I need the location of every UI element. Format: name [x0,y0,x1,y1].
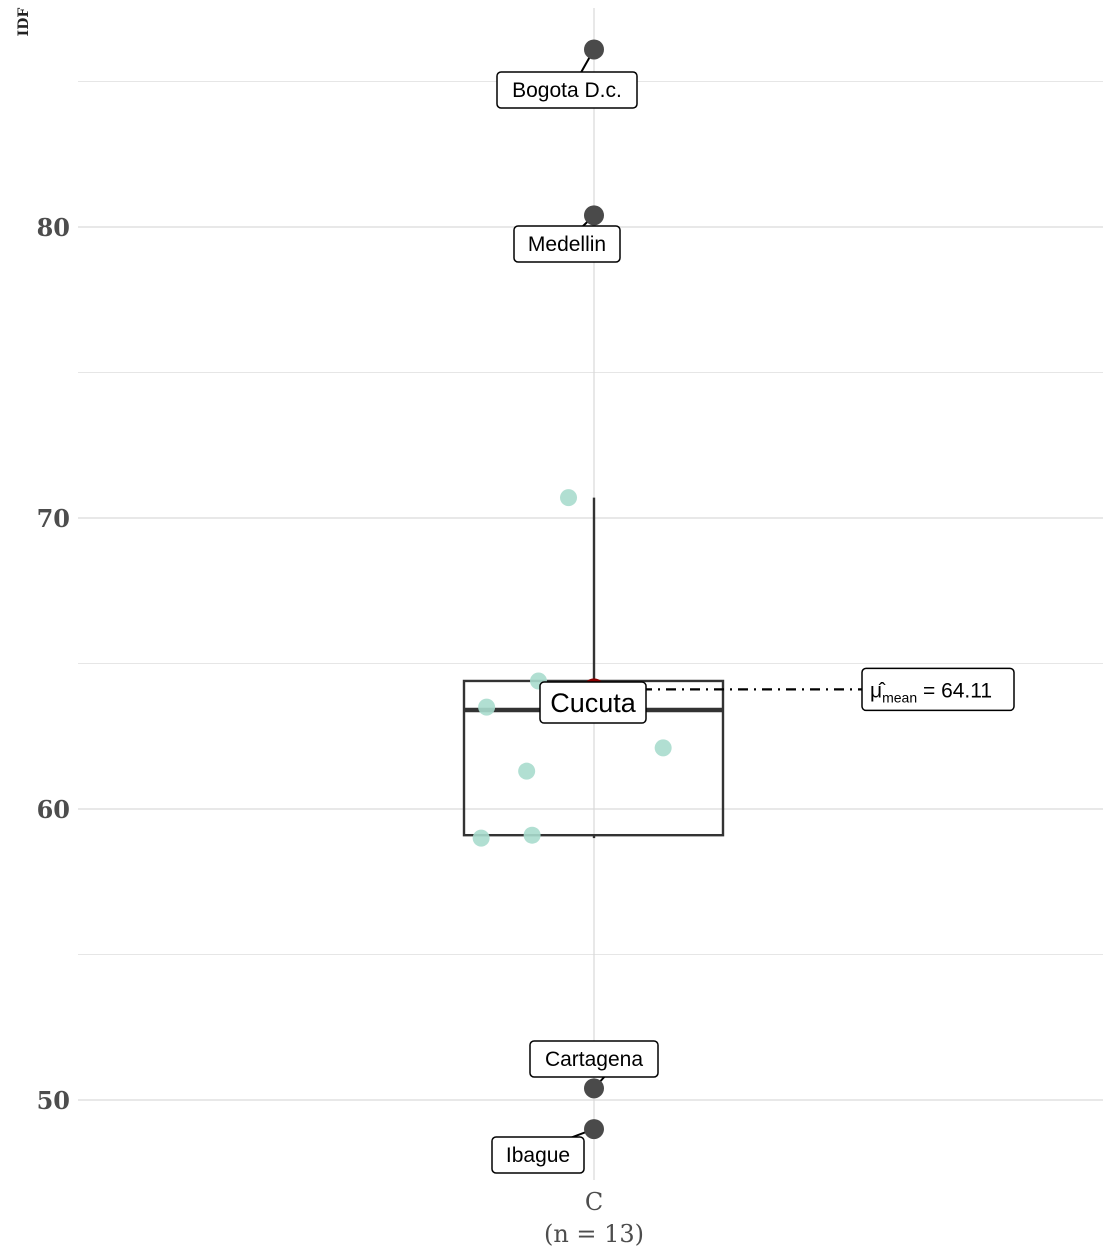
outlier-label-text: Bogota D.c. [512,79,622,102]
outlier-label-box [529,1040,659,1078]
y-tick-label: 50 [37,1086,70,1115]
y-tick-label: 80 [37,213,70,242]
mean-marker: μ̂mean = 64.11 Cucuta [539,667,1015,724]
y-axis-label: IDF [16,8,32,37]
mean-symbol: μ̂ [870,679,886,702]
outlier-point [584,1078,604,1099]
data-points [472,489,672,847]
highlight-label-text: Cucuta [550,688,637,718]
outlier-point [584,39,604,60]
mean-label-box [861,667,1015,712]
data-point [523,826,541,844]
mean-value: = 64.11 [917,679,992,702]
data-point [518,762,536,780]
outliers: Bogota D.c. Medellin Cartagena Ibague [491,39,659,1174]
data-point [478,698,496,716]
x-tick-label: C [585,1188,603,1216]
outlier-label-box [496,71,638,109]
outlier-point [584,205,604,226]
y-tick-label: 70 [37,504,70,533]
outlier-label-box [491,1136,585,1174]
outlier-label-text: Cartagena [545,1048,643,1071]
mean-subscript: mean [882,689,917,705]
data-point [654,739,672,757]
y-tick-label: 60 [37,795,70,824]
data-point [560,489,578,507]
data-point [472,829,490,847]
axes: 50 60 70 80 C (n = 13) [37,213,644,1248]
outlier-point [584,1119,604,1140]
mean-label-text: μ̂mean = 64.11 [870,679,992,705]
outlier-label-box [513,225,621,263]
x-tick-count-label: (n = 13) [544,1220,644,1248]
outlier-label-text: Ibague [506,1144,570,1167]
highlight-label-box [539,681,647,724]
grid-lines [78,8,1103,1180]
outlier-label-text: Medellin [528,233,606,256]
